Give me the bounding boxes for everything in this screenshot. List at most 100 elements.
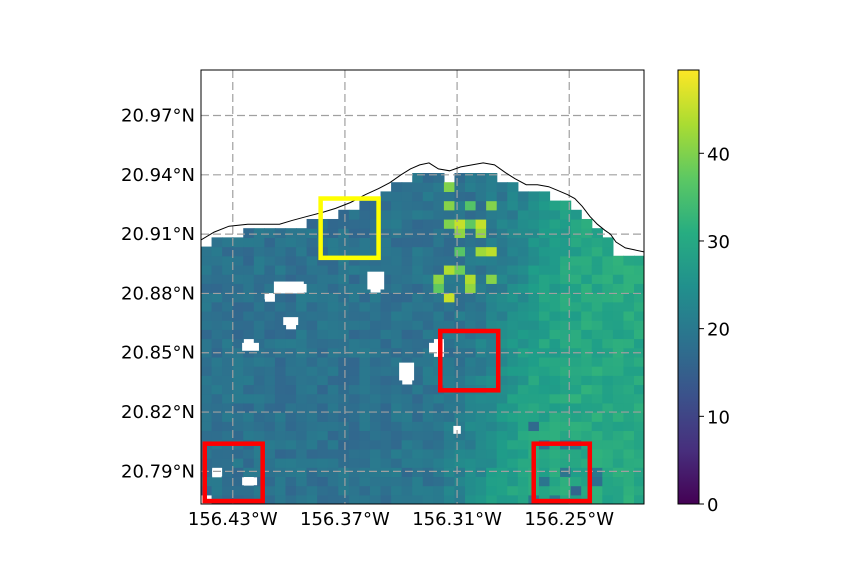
heatmap-cell (623, 320, 635, 330)
heatmap-cell (264, 274, 276, 284)
heatmap-cell (623, 356, 635, 367)
heatmap-cell (634, 430, 644, 441)
heatmap-cell (327, 329, 339, 340)
heatmap-cell (634, 320, 644, 330)
heatmap-cell (359, 310, 371, 321)
heatmap-cell (369, 338, 382, 349)
coastline (201, 162, 644, 253)
heatmap-cell (465, 494, 477, 504)
heatmap-cell (369, 421, 382, 432)
heatmap-cell (348, 494, 361, 504)
heatmap-cell (591, 384, 603, 395)
heatmap-cell (623, 329, 635, 340)
heatmap-cell (211, 292, 223, 303)
heatmap-cell (560, 448, 572, 459)
heatmap-cell (296, 228, 308, 238)
heatmap-cell (443, 430, 456, 441)
heatmap-cell (507, 255, 519, 266)
heatmap-cell (211, 237, 223, 248)
heatmap-cell (274, 448, 287, 459)
heatmap-cell (211, 485, 223, 496)
heatmap-cell (380, 310, 392, 321)
heatmap-cell (211, 393, 223, 404)
heatmap-cell (570, 209, 582, 220)
heatmap-cell (634, 467, 644, 478)
heatmap-cell (359, 237, 371, 248)
heatmap-cell (412, 274, 424, 284)
heatmap-cell (412, 439, 424, 450)
heatmap-cell (591, 237, 603, 248)
heatmap-cell (560, 255, 572, 266)
heatmap-cell (317, 283, 329, 294)
heatmap-cell (369, 320, 382, 330)
heatmap-cell (306, 292, 318, 303)
heatmap-cell (538, 310, 551, 321)
heatmap-cell (211, 448, 223, 459)
heatmap-cell (538, 467, 551, 478)
heatmap-cell (348, 439, 361, 450)
heatmap-cell (623, 255, 635, 266)
heatmap-cell (623, 347, 635, 358)
heatmap-cell (306, 412, 318, 422)
heatmap-cell (486, 310, 498, 321)
heatmap-cell (549, 329, 561, 340)
heatmap-cell (412, 209, 424, 220)
heatmap-cell (380, 218, 392, 229)
heatmap-cell (317, 467, 329, 478)
heatmap-cell (317, 356, 329, 367)
heatmap-cell (433, 218, 445, 229)
heatmap-cell (517, 246, 529, 257)
heatmap-cell (475, 228, 487, 238)
heatmap-cell (634, 366, 644, 376)
heatmap-cell (274, 421, 287, 432)
heatmap-cell (338, 439, 350, 450)
heatmap-cell (496, 375, 508, 386)
heatmap-cell (380, 200, 392, 211)
heatmap-cell (211, 301, 223, 312)
heatmap-cell (380, 384, 392, 395)
heatmap-cell (222, 402, 234, 413)
heatmap-cell (243, 393, 255, 404)
heatmap-cell (338, 448, 350, 459)
heatmap-cell (391, 393, 403, 404)
heatmap-cell (264, 246, 276, 257)
heatmap-cell (433, 320, 445, 330)
heatmap-cell (317, 366, 329, 376)
heatmap-cell (306, 264, 318, 275)
heatmap-cell (285, 393, 297, 404)
heatmap-cell (359, 283, 371, 294)
heatmap-cell (369, 439, 382, 450)
heatmap-cell (433, 173, 445, 183)
heatmap-cell (507, 228, 519, 238)
heatmap-cell (570, 228, 582, 238)
heatmap-cell (317, 485, 329, 496)
heatmap-cell (380, 228, 392, 238)
heatmap-cell (486, 255, 498, 266)
heatmap-cell (623, 384, 635, 395)
heatmap-cell (327, 421, 339, 432)
heatmap-cell (454, 283, 466, 294)
heatmap-cell (253, 246, 265, 257)
heatmap-cell (612, 494, 625, 504)
heatmap-cell (602, 458, 614, 468)
heatmap-cell (560, 264, 572, 275)
heatmap-cell (443, 320, 456, 330)
heatmap-cell (560, 485, 572, 496)
heatmap-cell (253, 421, 265, 432)
heatmap-cell (475, 476, 487, 487)
heatmap-cell (549, 485, 561, 496)
heatmap-cell (454, 430, 466, 441)
heatmap-cell (528, 347, 540, 358)
heatmap-cell (486, 264, 498, 275)
heatmap-cell (570, 274, 582, 284)
heatmap-cell (401, 228, 413, 238)
heatmap-cell (222, 356, 234, 367)
heatmap-cell (274, 301, 287, 312)
heatmap-cell (232, 467, 244, 478)
colorbar-tick-label: 30 (707, 232, 730, 253)
heatmap-cell (327, 412, 339, 422)
heatmap-cell (549, 301, 561, 312)
heatmap-cell (612, 476, 625, 487)
heatmap-cell (612, 458, 625, 468)
heatmap-cell (581, 274, 593, 284)
